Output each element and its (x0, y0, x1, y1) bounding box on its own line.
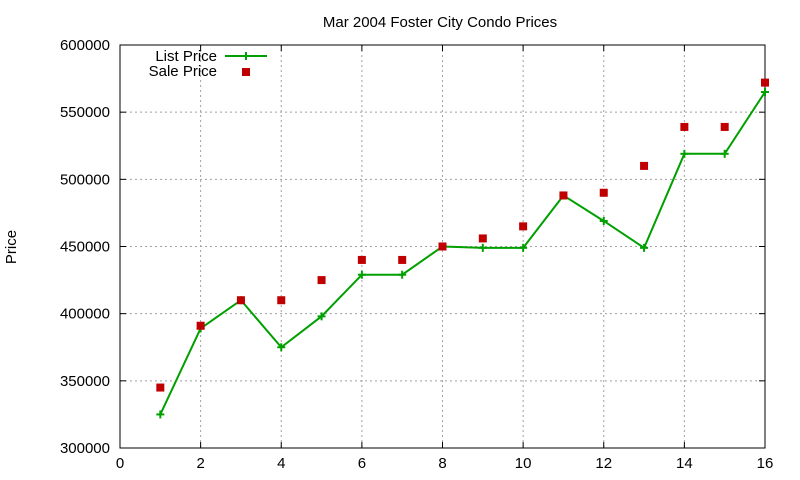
data-point (640, 161, 649, 170)
x-tick-label: 10 (515, 455, 532, 472)
data-series (156, 78, 769, 419)
data-point (156, 383, 165, 392)
legend-swatch-marker (242, 68, 250, 76)
data-point (519, 222, 528, 231)
data-point (680, 122, 689, 131)
data-point (398, 255, 407, 264)
x-tick-label: 4 (277, 455, 285, 472)
series-sale-price (156, 78, 769, 392)
y-tick-label: 400000 (60, 306, 110, 323)
series-list-price (156, 88, 769, 419)
x-tick-label: 0 (116, 455, 124, 472)
y-tick-label: 350000 (60, 373, 110, 390)
data-point (599, 216, 608, 225)
y-tick-label: 450000 (60, 239, 110, 256)
x-tick-label: 6 (358, 455, 366, 472)
x-tick-label: 12 (595, 455, 612, 472)
data-point (398, 270, 407, 279)
data-point (761, 78, 769, 87)
data-point (680, 149, 689, 158)
data-point (640, 243, 649, 252)
data-point (277, 343, 286, 352)
data-point (478, 234, 487, 243)
data-point (196, 321, 205, 330)
data-point (559, 191, 568, 200)
legend-label-list-price: List Price (155, 48, 217, 65)
data-point (277, 296, 286, 305)
data-point (478, 243, 487, 252)
data-point (599, 188, 608, 197)
legend-swatch-marker (242, 52, 250, 60)
chart-title: Mar 2004 Foster City Condo Prices (323, 14, 557, 31)
y-tick-label: 500000 (60, 171, 110, 188)
y-axis-label: Price (3, 230, 20, 264)
data-point (317, 276, 326, 285)
legend-label-sale-price: Sale Price (149, 63, 217, 80)
data-point (236, 296, 245, 305)
data-point (720, 149, 729, 158)
y-tick-label: 300000 (60, 440, 110, 457)
y-tick-label: 600000 (60, 37, 110, 54)
data-point (156, 410, 165, 419)
data-point (720, 122, 729, 131)
data-point (761, 88, 769, 97)
data-point (317, 312, 326, 321)
axis-tick-labels: 0 2 4 6 8 10 12 14 16 300000 350000 400000 450000 500… (60, 37, 773, 472)
data-point (357, 255, 366, 264)
data-point (438, 242, 447, 251)
axis-ticks (119, 44, 766, 449)
series-line (159, 91, 766, 415)
legend: List Price Sale Price (149, 48, 267, 80)
x-tick-label: 16 (757, 455, 774, 472)
y-tick-label: 550000 (60, 104, 110, 121)
data-point (519, 243, 528, 252)
data-point (357, 270, 366, 279)
x-tick-label: 2 (196, 455, 204, 472)
x-tick-label: 8 (438, 455, 446, 472)
x-tick-label: 14 (676, 455, 693, 472)
